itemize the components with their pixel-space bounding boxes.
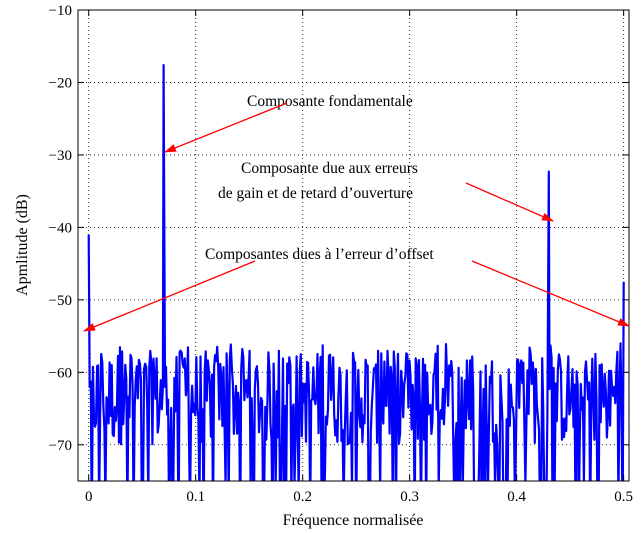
y-tick-label: −50 <box>49 293 72 309</box>
annotation-gain-delay: Composante due aux erreurs de gain et de… <box>218 160 554 222</box>
annotation-offset-arrow-left <box>83 260 256 332</box>
annotation-fundamental-arrow <box>164 102 288 153</box>
x-tick-label: 0.4 <box>507 489 526 505</box>
annotation-fundamental: Composante fondamentale <box>164 93 413 153</box>
annotation-offset: Composantes dues à l’erreur d’offset <box>83 246 630 332</box>
y-tick-label: −30 <box>49 148 72 164</box>
x-tick-label: 0.2 <box>293 489 312 505</box>
ticks: 0 0.1 0.2 0.3 0.4 0.5 −70 −60 −50 −40 −30 −20 −10 <box>49 3 633 505</box>
spectrum-series-line <box>87 63 625 481</box>
plot-frame <box>77 9 630 482</box>
annotation-offset-text: Composantes dues à l’erreur d’offset <box>205 246 434 263</box>
annotation-gain-delay-arrow <box>465 182 554 222</box>
annotation-offset-arrow-right <box>471 260 630 327</box>
x-tick-label: 0.3 <box>400 489 419 505</box>
x-tick-label: 0.5 <box>614 489 633 505</box>
y-tick-label: −10 <box>49 3 72 19</box>
y-tick-label: −20 <box>49 75 72 91</box>
series-layer <box>87 63 625 481</box>
annotation-fundamental-text: Composante fondamentale <box>247 93 413 110</box>
x-axis-label: Fréquence normalisée <box>283 512 424 529</box>
annotation-gain-delay-text-2: de gain et de retard d’ouverture <box>218 185 413 202</box>
x-tick-label: 0 <box>85 489 93 505</box>
y-tick-label: −70 <box>49 438 72 454</box>
y-axis-label: Apmlitude (dB) <box>14 194 31 296</box>
annotation-gain-delay-text-1: Composante due aux erreurs <box>241 160 418 177</box>
y-tick-label: −40 <box>49 220 72 236</box>
x-tick-label: 0.1 <box>186 489 205 505</box>
y-tick-label: −60 <box>49 365 72 381</box>
